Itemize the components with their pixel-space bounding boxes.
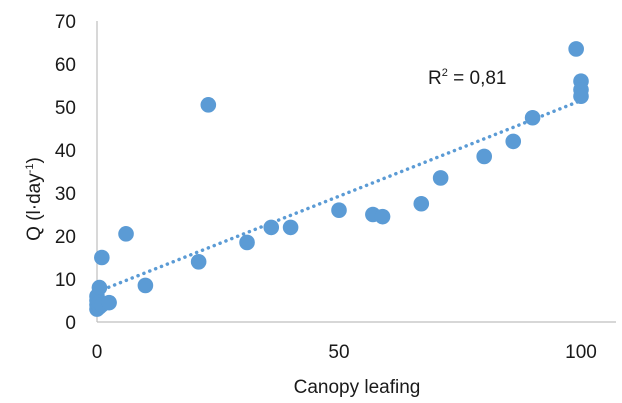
- data-point: [239, 234, 255, 251]
- data-point: [282, 219, 299, 236]
- data-point: [91, 279, 108, 296]
- tick-labels: 0 50 100 0 10 20 30 40 50 60 70: [55, 12, 597, 363]
- y-tick-label: 20: [55, 227, 76, 248]
- data-point: [118, 226, 134, 242]
- data-point: [101, 294, 117, 311]
- y-tick-label: 30: [55, 184, 76, 205]
- data-points: [89, 41, 589, 317]
- x-axis-label: Canopy leafing: [294, 377, 421, 398]
- y-axis-label: Q (l·day-1): [24, 157, 45, 241]
- data-point: [137, 277, 154, 294]
- y-tick-label: 0: [65, 313, 76, 334]
- trendline: [95, 98, 583, 294]
- y-tick-label: 40: [55, 141, 76, 162]
- data-point: [568, 41, 584, 57]
- y-tick-label: 10: [55, 270, 76, 291]
- r-squared-annotation: R2 = 0,81: [428, 67, 507, 89]
- r-squared-value: = 0,81: [448, 68, 507, 89]
- y-tick-label: 50: [55, 98, 76, 119]
- data-point: [505, 133, 522, 150]
- y-axis-label-close: ): [24, 157, 45, 163]
- y-tick-label: 70: [55, 12, 76, 33]
- data-point: [432, 170, 449, 186]
- y-axis-label-sup: -1: [24, 163, 36, 173]
- data-point: [94, 249, 110, 266]
- data-point: [374, 208, 391, 225]
- y-axis-label-main: Q (l·day: [24, 173, 45, 241]
- data-point: [263, 219, 280, 236]
- r-squared-r: R: [428, 68, 442, 89]
- x-tick-label: 0: [92, 342, 103, 363]
- data-point: [476, 148, 493, 165]
- data-point: [200, 97, 217, 113]
- data-point: [190, 253, 207, 270]
- r-squared-sup: 2: [442, 67, 448, 79]
- axes: [96, 21, 616, 323]
- data-point: [524, 109, 541, 126]
- trendline-group: [95, 98, 583, 294]
- y-tick-label: 60: [55, 55, 76, 76]
- x-tick-label: 100: [565, 342, 597, 363]
- data-point: [331, 202, 347, 218]
- data-point: [413, 195, 430, 212]
- x-tick-label: 50: [328, 342, 349, 363]
- data-point: [573, 88, 589, 105]
